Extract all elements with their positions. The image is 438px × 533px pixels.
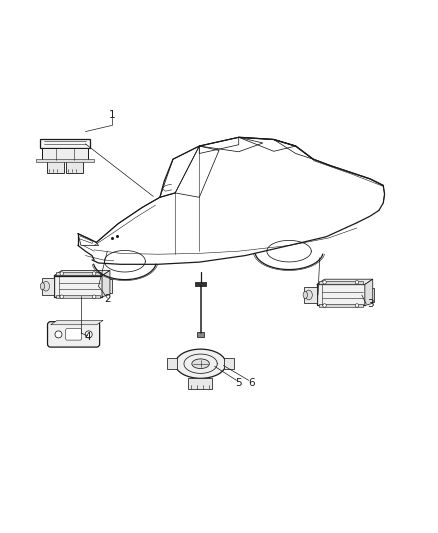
Bar: [319, 280, 363, 284]
Bar: [42, 148, 88, 160]
Ellipse shape: [303, 292, 307, 298]
Polygon shape: [365, 279, 373, 305]
Bar: [102, 279, 112, 293]
Bar: [365, 288, 374, 302]
Circle shape: [355, 304, 359, 307]
Circle shape: [323, 304, 326, 307]
Ellipse shape: [175, 349, 226, 378]
Circle shape: [55, 331, 62, 338]
Bar: [42, 278, 54, 295]
Polygon shape: [317, 279, 373, 285]
Bar: [197, 332, 204, 336]
Ellipse shape: [40, 282, 45, 290]
Circle shape: [60, 272, 64, 275]
Bar: [56, 272, 100, 275]
Text: 3: 3: [367, 298, 374, 309]
Bar: [224, 359, 234, 369]
Bar: [47, 160, 64, 173]
Bar: [36, 159, 94, 161]
Polygon shape: [102, 270, 110, 297]
Text: 1: 1: [108, 110, 115, 120]
Text: 4: 4: [84, 333, 91, 343]
Bar: [54, 276, 102, 297]
Bar: [304, 287, 317, 303]
Circle shape: [85, 331, 92, 338]
Text: 2: 2: [104, 294, 111, 304]
FancyBboxPatch shape: [66, 329, 81, 340]
Ellipse shape: [305, 290, 312, 300]
Bar: [66, 160, 83, 173]
Bar: [39, 140, 90, 148]
Polygon shape: [51, 320, 103, 325]
Bar: [167, 359, 177, 369]
Bar: [56, 295, 100, 298]
Polygon shape: [54, 270, 110, 276]
Bar: [195, 282, 206, 286]
Circle shape: [355, 280, 359, 284]
FancyBboxPatch shape: [47, 322, 100, 347]
Ellipse shape: [42, 281, 49, 291]
Circle shape: [92, 272, 96, 275]
Text: 6: 6: [248, 377, 255, 387]
Bar: [188, 378, 212, 389]
Bar: [319, 304, 363, 307]
Circle shape: [92, 295, 96, 298]
Bar: [317, 285, 365, 305]
Text: 5: 5: [235, 377, 242, 387]
Ellipse shape: [192, 359, 209, 368]
Circle shape: [60, 295, 64, 298]
Circle shape: [323, 280, 326, 284]
